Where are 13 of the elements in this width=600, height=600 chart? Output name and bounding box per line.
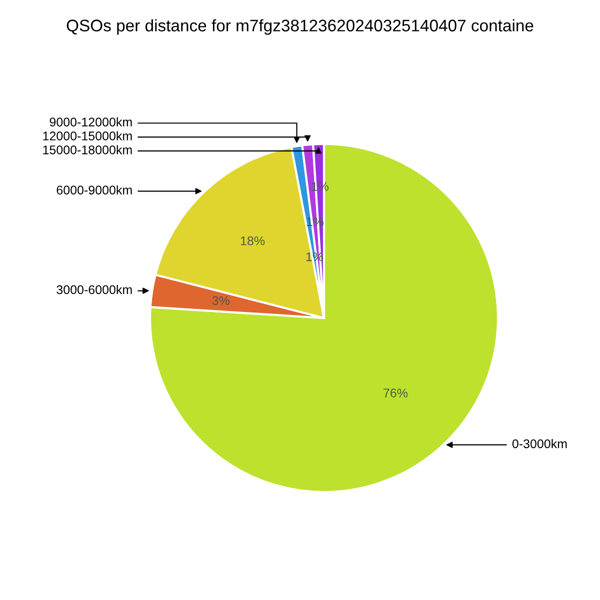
slice-label: 3000-6000km: [56, 284, 132, 294]
slice-label: 6000-9000km: [56, 185, 132, 195]
data-label: 1%: [306, 252, 324, 262]
slice-label: 0-3000km: [512, 439, 567, 448]
data-label: 76%: [384, 388, 408, 398]
data-label: 3%: [212, 296, 230, 306]
pie-slice: [148, 142, 500, 494]
slice-label: 12000-15000km: [43, 131, 132, 140]
slice-label: 9000-12000km: [50, 117, 132, 126]
data-label: 1%: [306, 217, 324, 226]
data-label: 18%: [240, 236, 265, 246]
slice-label: 15000-18000km: [43, 145, 132, 154]
chart-title: QSOs per distance for m7fgz38123620240325140407 containe: [66, 19, 534, 35]
